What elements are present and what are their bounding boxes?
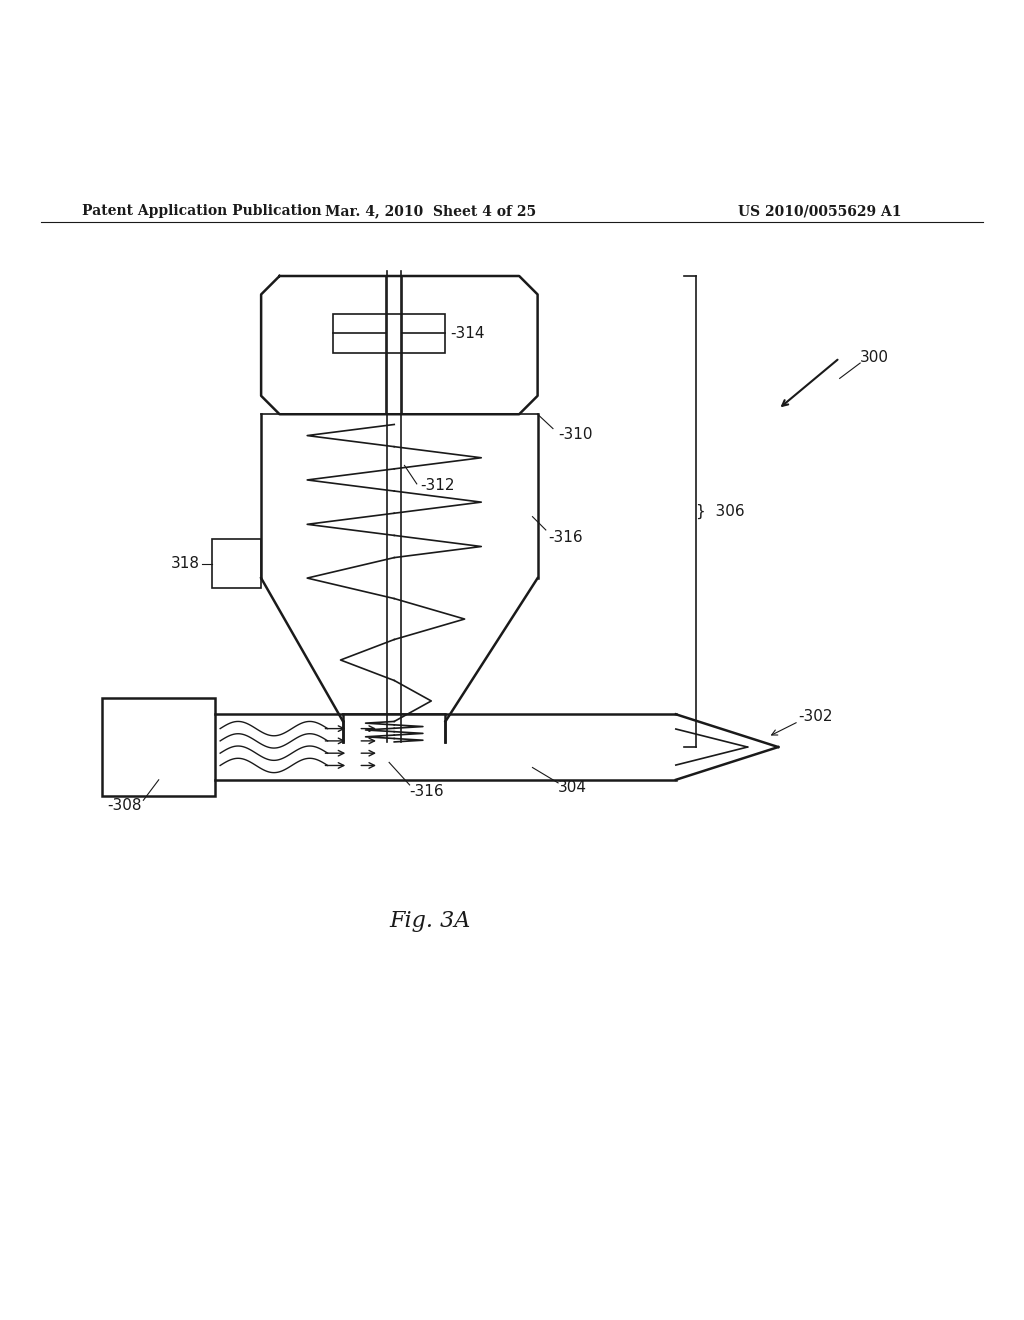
Text: Patent Application Publication: Patent Application Publication (82, 205, 322, 218)
Text: -312: -312 (420, 478, 455, 494)
Text: 304: 304 (558, 780, 587, 796)
Text: Fig. 3A: Fig. 3A (389, 909, 471, 932)
Bar (102, 698, 215, 796)
Text: -308: -308 (108, 797, 142, 813)
Text: US 2010/0055629 A1: US 2010/0055629 A1 (737, 205, 901, 218)
Text: -314: -314 (451, 326, 485, 341)
Text: -310: -310 (558, 428, 593, 442)
Text: 300: 300 (860, 350, 889, 366)
Text: Mar. 4, 2010  Sheet 4 of 25: Mar. 4, 2010 Sheet 4 of 25 (325, 205, 536, 218)
Text: }  306: } 306 (696, 504, 744, 519)
Text: -316: -316 (548, 529, 583, 545)
Bar (212, 539, 261, 589)
Text: -302: -302 (799, 709, 834, 723)
Text: -316: -316 (410, 784, 444, 799)
Text: 318: 318 (171, 556, 200, 572)
Bar (333, 314, 445, 352)
